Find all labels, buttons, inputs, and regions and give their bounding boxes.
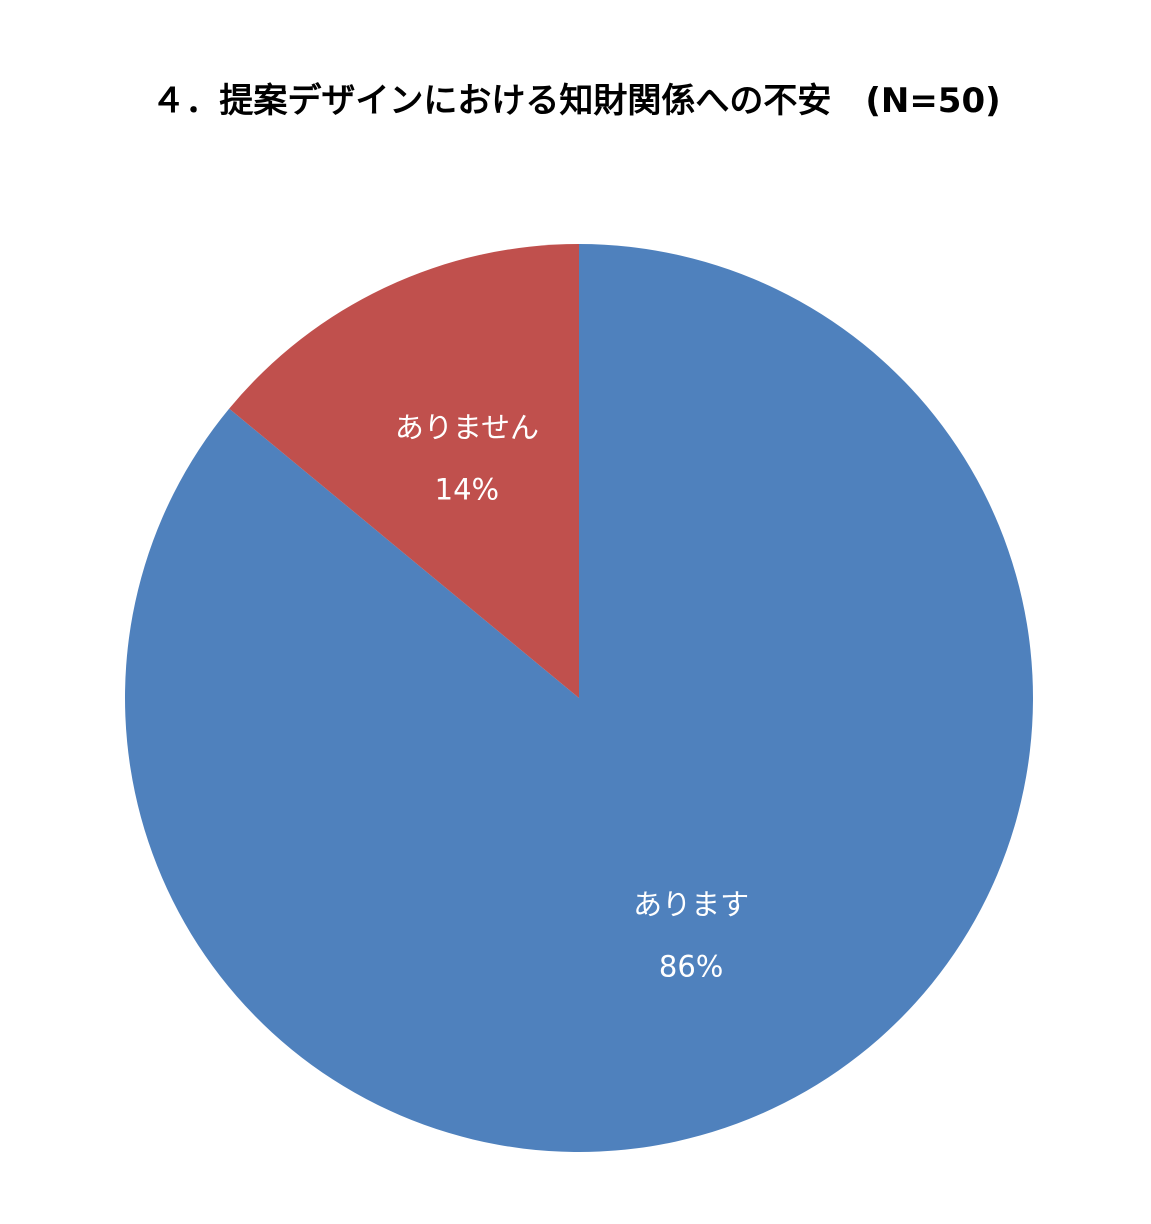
slice-label: あります bbox=[633, 887, 749, 921]
slice-value-label: 14% bbox=[435, 473, 499, 507]
pie-slice bbox=[229, 244, 579, 698]
chart-title: ４．提案デザインにおける知財関係への不安 (N=50) bbox=[151, 81, 1000, 121]
slice-value-label: 86% bbox=[659, 949, 723, 983]
slice-label: ありません bbox=[395, 411, 539, 445]
